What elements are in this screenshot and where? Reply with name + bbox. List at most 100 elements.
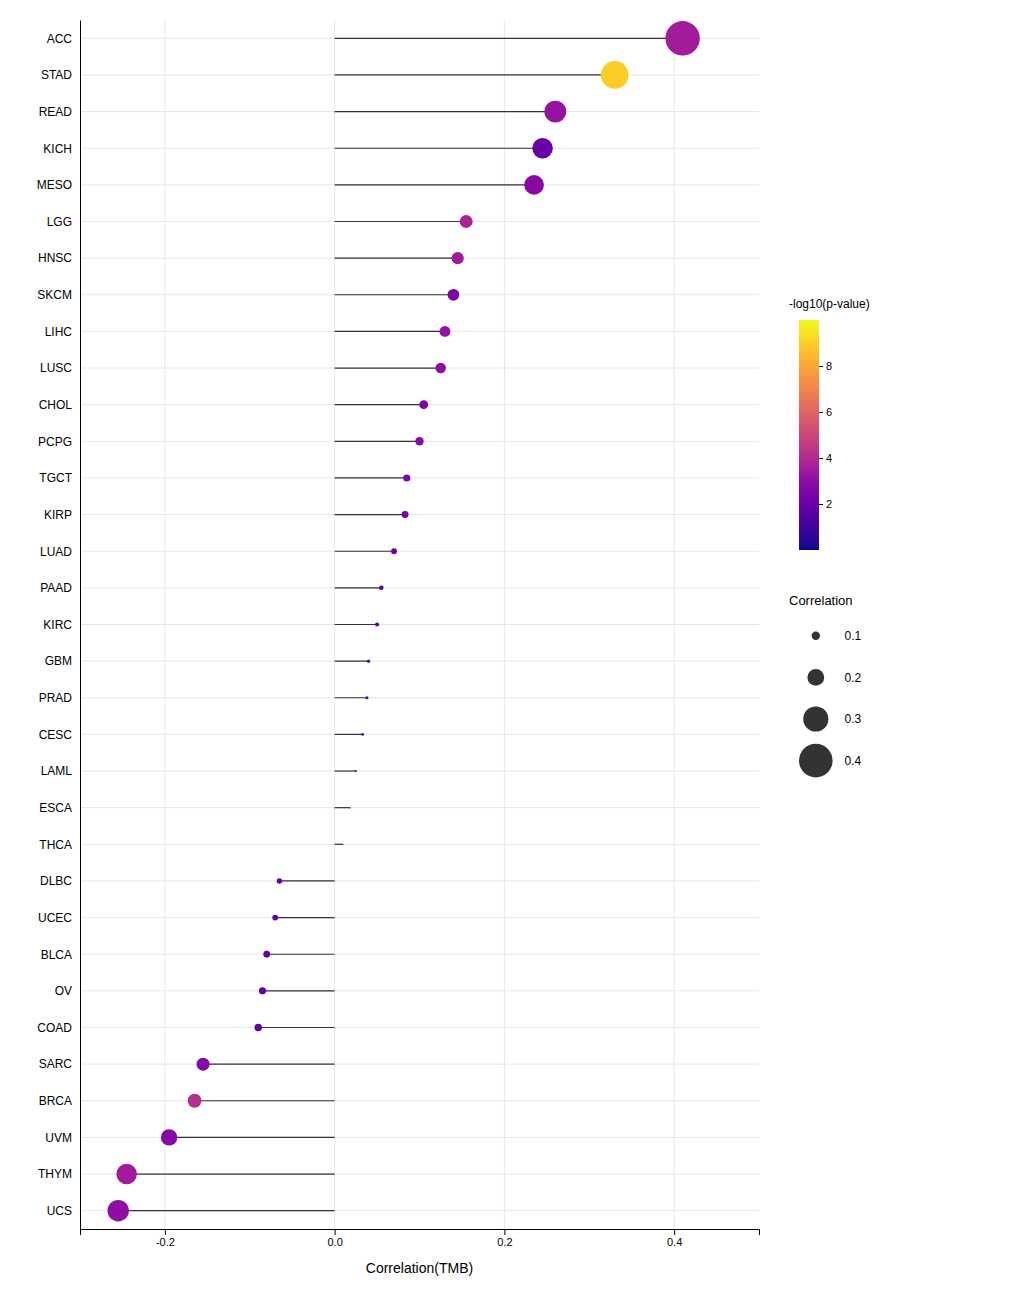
- dot: [361, 733, 364, 736]
- dot: [379, 586, 384, 591]
- grid-line-y: [80, 74, 759, 75]
- y-tick-label: READ: [39, 105, 73, 119]
- y-tick-label: STAD: [41, 68, 72, 82]
- dot: [415, 437, 423, 445]
- grid-line-y: [80, 294, 759, 295]
- x-tick: 0.4: [667, 1229, 682, 1248]
- grid-line-y: [80, 258, 759, 259]
- y-tick-label: THYM: [38, 1167, 72, 1181]
- stem: [169, 1137, 335, 1138]
- y-tick: SARC: [39, 1057, 80, 1071]
- dot: [367, 659, 370, 662]
- y-tick: LUAD: [40, 545, 80, 559]
- dot: [532, 138, 553, 159]
- y-tick-label: UCEC: [38, 911, 72, 925]
- y-tick: UCEC: [38, 911, 80, 925]
- x-axis: -0.20.00.20.4: [81, 1229, 760, 1248]
- y-tick-label: LGG: [47, 215, 72, 229]
- grid-line-y: [80, 551, 759, 552]
- y-tick: UVM: [45, 1131, 80, 1145]
- y-tick-label: PAAD: [40, 581, 72, 595]
- x-axis-line: [81, 1230, 760, 1236]
- y-tick: TGCT: [39, 471, 80, 485]
- grid-line-y: [80, 221, 759, 222]
- dot: [365, 696, 368, 699]
- grid-line-y: [80, 587, 759, 588]
- y-tick: KICH: [43, 142, 80, 156]
- size-legend-label: 0.3: [845, 712, 862, 726]
- colorbar-tick-label: 6: [826, 406, 832, 418]
- grid-line-y: [80, 184, 759, 185]
- colorbar-tick-mark: [819, 458, 823, 459]
- size-legend-title: Correlation: [789, 593, 853, 608]
- stem: [335, 844, 343, 845]
- dot: [161, 1129, 177, 1145]
- grid-line-y: [80, 368, 759, 369]
- y-tick: LGG: [47, 215, 80, 229]
- y-tick: BLCA: [41, 948, 80, 962]
- colorbar-title: -log10(p-value): [789, 297, 870, 311]
- colorbar-tick-mark: [819, 504, 823, 505]
- y-tick-label: KIRC: [43, 618, 72, 632]
- dot: [116, 1164, 137, 1185]
- y-tick: READ: [39, 105, 80, 119]
- chart: -0.20.00.20.4ACCSTADREADKICHMESOLGGHNSCS…: [0, 0, 1019, 1289]
- y-tick: LIHC: [45, 325, 80, 339]
- stem: [335, 331, 445, 332]
- grid-line-y: [80, 917, 759, 918]
- stem: [335, 38, 683, 39]
- dot: [197, 1058, 210, 1071]
- size-legend-dot: [807, 669, 824, 686]
- y-tick-label: LUAD: [40, 545, 72, 559]
- stem: [335, 111, 556, 112]
- grid-line-y: [80, 1174, 759, 1175]
- x-tick: -0.2: [156, 1229, 175, 1248]
- dot: [440, 326, 451, 337]
- grid-line-y: [80, 148, 759, 149]
- y-tick: THCA: [39, 838, 80, 852]
- dot: [448, 289, 460, 301]
- y-axis: ACCSTADREADKICHMESOLGGHNSCSKCMLIHCLUSCCH…: [37, 21, 81, 1230]
- y-tick: DLBC: [40, 874, 80, 888]
- y-tick: BRCA: [39, 1094, 80, 1108]
- marks: [107, 21, 699, 1221]
- y-tick-label: LUSC: [40, 361, 72, 375]
- dot: [342, 843, 344, 845]
- grid-line-y: [80, 697, 759, 698]
- dot: [435, 363, 446, 374]
- y-tick: OV: [55, 984, 80, 998]
- grid-line-y: [80, 1100, 759, 1101]
- stem: [203, 1064, 335, 1065]
- y-tick-label: UVM: [45, 1131, 72, 1145]
- dot: [419, 400, 428, 409]
- y-tick: ACC: [47, 32, 80, 46]
- y-tick: LUSC: [40, 361, 80, 375]
- y-tick: UCS: [47, 1204, 80, 1218]
- y-tick-label: TGCT: [39, 471, 72, 485]
- grid-line-y: [80, 661, 759, 662]
- stem: [118, 1210, 334, 1211]
- stem: [335, 551, 394, 552]
- dot: [107, 1200, 128, 1221]
- y-tick: PAAD: [40, 581, 80, 595]
- grid-line-y: [80, 771, 759, 772]
- grid-line-y: [80, 38, 759, 39]
- y-tick: PRAD: [39, 691, 80, 705]
- grid-line-y: [80, 807, 759, 808]
- grid-line-y: [80, 990, 759, 991]
- x-tick-mark: [504, 1229, 505, 1235]
- stem: [267, 954, 335, 955]
- dot: [402, 511, 409, 518]
- stem: [127, 1173, 335, 1174]
- y-tick-label: CHOL: [39, 398, 73, 412]
- y-tick-label: DLBC: [40, 874, 72, 888]
- stem: [335, 74, 615, 75]
- grid-line-y: [80, 734, 759, 735]
- y-tick-label: CESC: [39, 728, 73, 742]
- colorbar-axis: 2468: [819, 360, 832, 510]
- dot: [375, 622, 379, 626]
- x-tick-label: 0.4: [667, 1236, 682, 1248]
- colorbar-tick-label: 2: [826, 498, 832, 510]
- dot: [665, 21, 699, 55]
- grid-line-y: [80, 1027, 759, 1028]
